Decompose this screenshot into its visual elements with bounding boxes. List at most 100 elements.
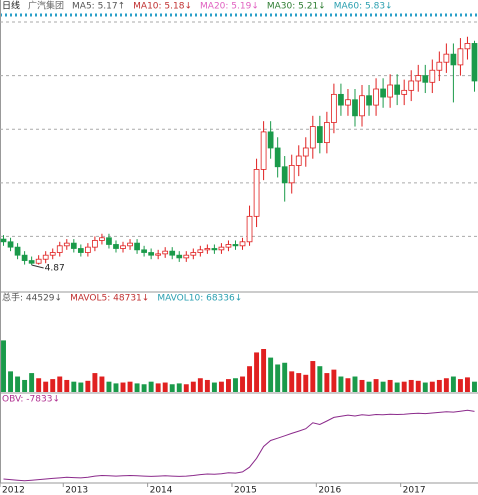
- volume-bar: [457, 379, 463, 392]
- volume-bar: [64, 379, 70, 392]
- volume-bar: [57, 376, 63, 392]
- candle-body: [471, 43, 478, 82]
- volume-bar: [387, 379, 393, 392]
- candle-body: [14, 246, 21, 256]
- candle-body: [155, 253, 162, 256]
- indicator-label: MA30: 5.21↓: [267, 2, 326, 12]
- volume-bar: [450, 376, 456, 392]
- candle-body: [99, 237, 105, 241]
- volume-bar: [22, 379, 28, 392]
- candle-body: [443, 53, 450, 63]
- volume-bar: [43, 381, 49, 392]
- volume-bar: [303, 374, 309, 392]
- volume-bar: [401, 381, 407, 392]
- volume-bar: [324, 373, 330, 392]
- candle-body: [211, 248, 218, 251]
- candle-body: [204, 248, 211, 251]
- volume-bar: [148, 381, 154, 392]
- volume-bar: [408, 379, 414, 392]
- volume-bar: [29, 373, 35, 392]
- candle-body: [380, 88, 386, 98]
- volume-bar: [338, 376, 344, 392]
- volume-bar: [310, 361, 316, 392]
- volume-bar: [472, 381, 477, 392]
- candle-body: [7, 241, 14, 248]
- volume-bar: [176, 383, 182, 392]
- candle-body: [190, 252, 197, 256]
- volume-bar: [436, 379, 442, 392]
- candle-body: [352, 99, 358, 117]
- candle-body: [85, 246, 91, 253]
- candle-body: [113, 244, 119, 249]
- candle-body: [42, 254, 49, 260]
- subtitle: 广汽集团: [28, 0, 64, 12]
- candle-body: [281, 166, 288, 184]
- candle-body: [394, 84, 401, 95]
- low-label: 4.87: [45, 263, 65, 273]
- candle-body: [148, 252, 154, 256]
- candle-body: [316, 126, 323, 144]
- candle-body: [253, 169, 260, 217]
- x-tick-label: 2015: [234, 486, 257, 495]
- volume-bar: [282, 362, 288, 392]
- volume-bar: [359, 379, 365, 392]
- x-tick-label: 2013: [65, 486, 88, 495]
- candle-body: [49, 252, 56, 256]
- candle-body: [70, 242, 77, 249]
- volume-bar: [197, 378, 203, 392]
- volume-bar: [15, 376, 21, 392]
- candle-body: [331, 93, 337, 123]
- volume-bar: [429, 381, 435, 392]
- candle-body: [183, 254, 190, 259]
- indicator-label: MA20: 5.19↓: [200, 2, 259, 12]
- volume-bar: [218, 381, 224, 392]
- candle-body: [267, 131, 274, 149]
- candle-body: [0, 238, 7, 243]
- candle-body: [239, 241, 246, 247]
- volume-bar: [225, 379, 231, 392]
- candle-body: [345, 99, 351, 106]
- volume-bar: [268, 357, 274, 392]
- candle-body: [464, 43, 471, 50]
- candle-body: [274, 147, 281, 168]
- low-pointer: [31, 264, 44, 269]
- volume-bar: [134, 383, 140, 392]
- volume-bar: [127, 381, 133, 392]
- candle-body: [260, 131, 267, 170]
- volume-bar: [120, 382, 126, 392]
- volume-bar: [345, 378, 351, 392]
- candle-body: [92, 240, 98, 248]
- volume-bar: [50, 379, 56, 392]
- volume-bar: [1, 340, 6, 392]
- candle-body: [77, 248, 84, 253]
- candle-body: [401, 89, 408, 95]
- volume-bar: [211, 382, 217, 392]
- volume-bar: [380, 381, 386, 392]
- volume-bar: [289, 371, 295, 392]
- indicator-label: MA10: 5.18↓: [133, 2, 192, 12]
- candle-body: [162, 250, 169, 255]
- volume-bar: [415, 380, 421, 392]
- volume-bar: [254, 352, 260, 392]
- indicator-label: MA5: 5.17↑: [72, 2, 125, 12]
- candle-body: [232, 244, 239, 247]
- candle-body: [288, 165, 295, 184]
- candle-body: [218, 246, 225, 251]
- volume-bar: [394, 382, 400, 392]
- candle-body: [246, 215, 253, 243]
- candle-body: [120, 245, 126, 249]
- title: 日线: [2, 0, 20, 12]
- volume-bar: [162, 382, 168, 392]
- volume-bar: [155, 383, 161, 392]
- volume-bar: [366, 381, 372, 392]
- candle-body: [429, 69, 436, 83]
- candle-body: [366, 95, 372, 106]
- obv-line: [3, 409, 475, 482]
- candle-body: [56, 245, 63, 253]
- volume-bar: [352, 376, 358, 392]
- candle-body: [436, 61, 443, 71]
- indicator-label: MAVOL5: 48731↓: [70, 294, 149, 304]
- x-tick-label: 2014: [150, 486, 173, 495]
- candle-body: [134, 242, 140, 251]
